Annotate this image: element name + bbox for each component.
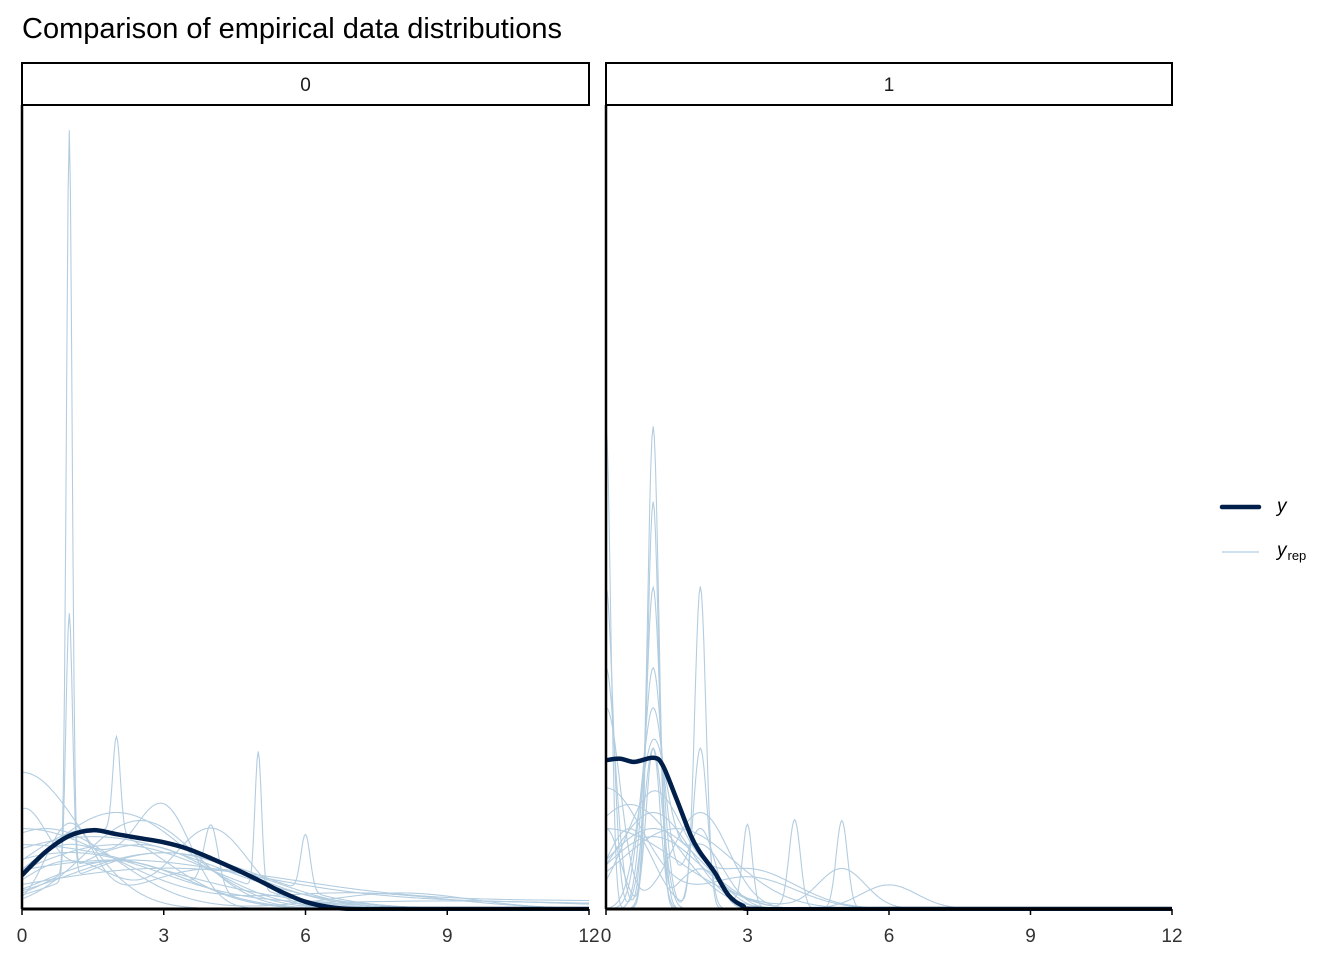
yrep-line [22, 827, 589, 910]
legend: y yrep [1219, 496, 1306, 563]
yrep-line [22, 828, 589, 909]
legend-yrep-label: yrep [1275, 540, 1306, 563]
panel-0: 0 0 3 6 9 12 [17, 62, 600, 947]
x-tick-label: 9 [442, 926, 453, 947]
panel-1: 1 0 3 6 9 12 [601, 62, 1183, 947]
yrep-line [22, 822, 589, 910]
yrep-line [22, 859, 589, 904]
x-tick-label: 6 [300, 926, 311, 947]
yrep-line [22, 867, 589, 902]
yrep-line [22, 734, 589, 910]
yrep-line [22, 130, 589, 910]
facet-strip [21, 62, 590, 106]
x-tick-label: 9 [1025, 926, 1036, 947]
x-tick-label: 12 [1161, 926, 1182, 947]
x-tick-label: 3 [158, 926, 169, 947]
facet-strip-label: 1 [884, 75, 895, 96]
yrep-line [606, 585, 1172, 910]
y-line [606, 755, 1172, 911]
x-tick-label: 12 [578, 926, 599, 947]
x-tick-label: 0 [601, 926, 612, 947]
legend-y-label: y [1275, 496, 1288, 517]
yrep-line [606, 706, 1172, 910]
facet-strip [605, 62, 1173, 106]
yrep-line [606, 666, 1172, 910]
yrep-line [606, 587, 1172, 910]
yrep-line [22, 828, 589, 910]
yrep-line [22, 771, 589, 910]
x-tick-label: 6 [884, 926, 895, 947]
yrep-line [606, 707, 1172, 910]
facet-strip-label: 0 [300, 75, 311, 96]
y-line [22, 827, 589, 911]
yrep-line [606, 586, 1172, 910]
x-tick-label: 3 [742, 926, 753, 947]
x-tick-label: 0 [17, 926, 28, 947]
chart-title: Comparison of empirical data distributio… [22, 13, 562, 45]
